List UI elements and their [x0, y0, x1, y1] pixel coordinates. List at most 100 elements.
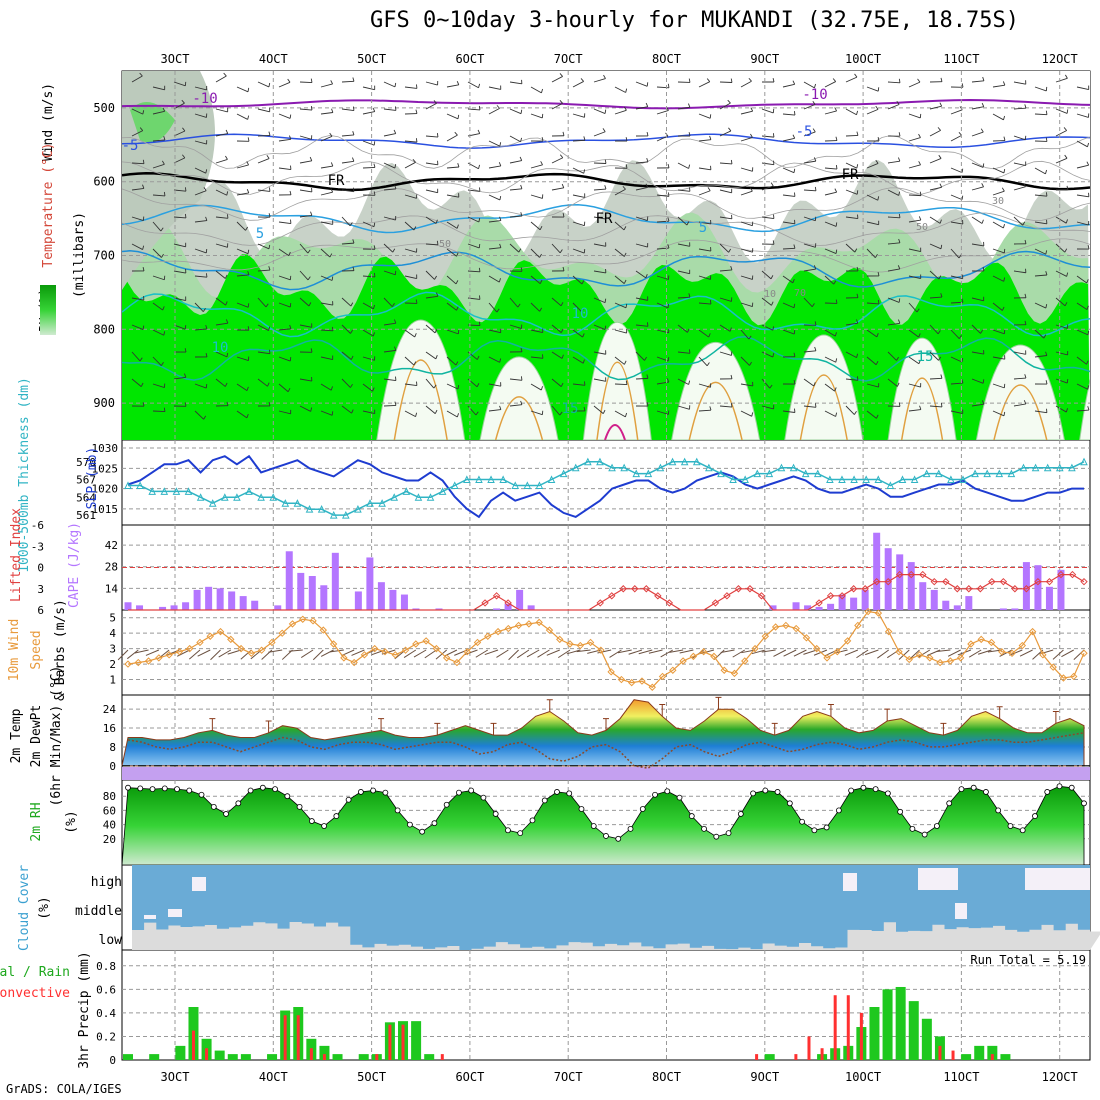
- wind-barb: [950, 356, 963, 363]
- wind-speed-point: [340, 654, 348, 662]
- wind-barb: [971, 243, 984, 247]
- precip-total-bar: [175, 1045, 186, 1060]
- wind-barb-flag: [476, 355, 480, 360]
- wind-barb-flag: [835, 249, 838, 254]
- temp-contour-warm: [688, 381, 743, 440]
- wind-barb-flag: [667, 163, 670, 168]
- wind-barb: [117, 649, 129, 661]
- wind-barb-flag: [520, 347, 523, 352]
- wind-barb-flag: [835, 412, 838, 417]
- wind-barb-flag: [877, 299, 880, 304]
- wind-speed-point: [257, 646, 266, 654]
- wind-barb-flag: [793, 168, 796, 173]
- thickness-point: [898, 475, 907, 484]
- wind-speed-point: [895, 648, 903, 656]
- wind-barb-flag: [580, 78, 584, 82]
- wind-barb: [299, 270, 309, 281]
- wind-barb-flag: [436, 240, 439, 245]
- wind-barb: [751, 649, 766, 655]
- rh-tick: 60: [103, 804, 116, 817]
- wind-barb: [1076, 302, 1088, 310]
- wind-barb: [719, 243, 729, 253]
- wind-barb-flag: [456, 224, 459, 229]
- wind-barb: [446, 302, 457, 311]
- wind-barb: [803, 81, 815, 89]
- wind-speed-point: [299, 615, 307, 623]
- wind-barb: [845, 216, 858, 220]
- wind-barb: [635, 187, 648, 191]
- wind-barb-flag: [1003, 168, 1006, 174]
- wind-barb-flag: [876, 414, 879, 419]
- wind-barb: [824, 275, 835, 285]
- wind-barb: [278, 275, 291, 281]
- cape-bar: [366, 557, 374, 610]
- wind-barb-flag: [730, 374, 733, 379]
- rh-point: [934, 823, 940, 829]
- ylabel-thickness: 1000-500mb Thickness (dm): [17, 377, 32, 573]
- wind-barb-flag: [877, 196, 880, 201]
- rh-tick: 20: [103, 833, 116, 846]
- wind-barb: [866, 410, 877, 419]
- wind-barb: [929, 158, 942, 164]
- wind-barb: [403, 649, 417, 659]
- wind-barb: [558, 649, 571, 659]
- wind-barb: [866, 86, 879, 92]
- wind-barb: [719, 269, 732, 272]
- wind-barb-flag: [475, 411, 479, 416]
- wind-barb-flag: [561, 183, 565, 188]
- wind-barb: [950, 109, 963, 115]
- wind-barb: [866, 329, 878, 338]
- wind-barb-flag: [1023, 183, 1026, 187]
- thickness-point: [644, 469, 653, 478]
- wind-barb: [719, 189, 732, 194]
- lifted-index-point: [596, 599, 604, 607]
- wind-speed-point: [371, 644, 379, 653]
- wind-barb: [845, 76, 858, 83]
- contour-label: -5: [796, 124, 813, 140]
- wind-barb: [572, 302, 582, 312]
- wind-barb: [320, 356, 333, 360]
- rh-point: [970, 784, 977, 791]
- wind-barb: [677, 351, 690, 354]
- wind-barb: [698, 167, 711, 171]
- wind-barb-flag: [245, 226, 249, 231]
- wind-barb-flag: [559, 249, 563, 254]
- wind-barb: [887, 351, 897, 361]
- rh-point: [321, 823, 328, 829]
- wind-barb-flag: [139, 127, 144, 131]
- wind-barb: [824, 221, 837, 227]
- wind-barb-flag: [855, 319, 859, 324]
- wind-barb: [971, 297, 984, 302]
- wind-barb-flag: [961, 168, 964, 173]
- wind-barb: [908, 113, 921, 119]
- rh-point: [284, 793, 291, 800]
- temp-max-marker: [603, 718, 609, 731]
- wind-barb-flag: [625, 303, 628, 308]
- wind-barb-flag: [289, 114, 292, 119]
- wind-barb: [152, 194, 165, 197]
- wind-barb: [215, 158, 228, 164]
- wind-barb: [1055, 157, 1068, 164]
- wind-barb: [572, 167, 584, 174]
- rh-point: [615, 835, 622, 842]
- temp-contour: [122, 250, 1090, 291]
- thickness-point: [777, 463, 786, 472]
- wind-barb: [551, 102, 563, 110]
- wind-barb: [698, 302, 711, 305]
- wind-barb-flag: [792, 80, 796, 85]
- wind-barb-flag: [457, 114, 460, 119]
- wind-barb-flag: [435, 219, 438, 224]
- wind-barb: [257, 269, 270, 272]
- slp-tick: 1015: [92, 503, 119, 516]
- ylabel-cloud-units: (%): [37, 896, 52, 919]
- wind-barb-flag: [749, 361, 752, 366]
- wind-barb: [908, 248, 921, 253]
- day-label-bottom: 5OCT: [357, 1070, 386, 1084]
- wind-barb-flag: [519, 156, 523, 161]
- wind-barb: [173, 102, 185, 110]
- wind-barb: [898, 649, 910, 660]
- wind-barb-flag: [835, 222, 838, 227]
- wind-barb-flag: [918, 161, 921, 166]
- wind-barb: [992, 302, 1003, 311]
- wind-barb: [999, 649, 1013, 657]
